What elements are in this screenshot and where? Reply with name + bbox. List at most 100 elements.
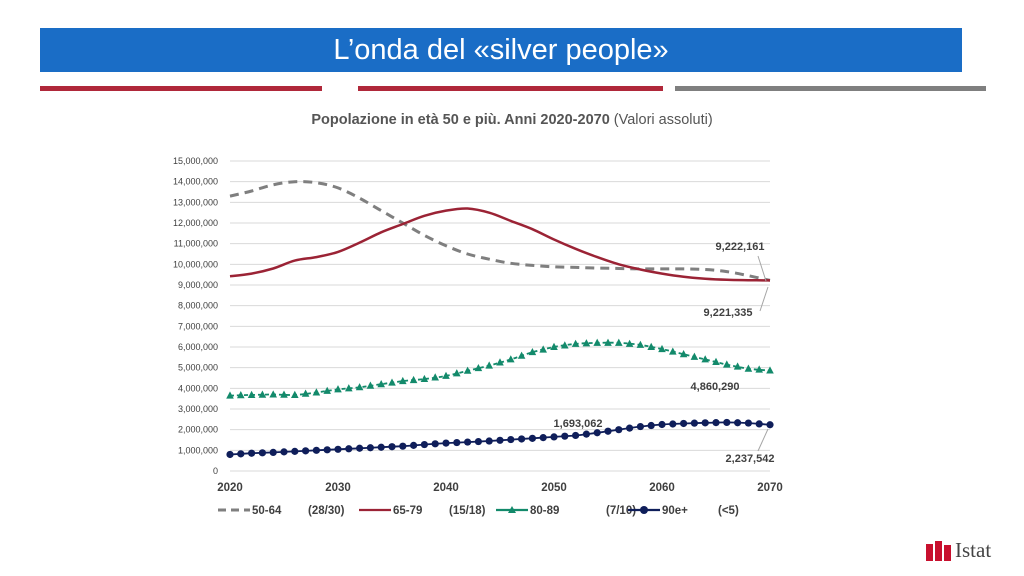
y-tick-label: 9,000,000 — [178, 280, 218, 290]
data-point-circle — [604, 427, 612, 435]
chart-title: Popolazione in età 50 e più. Anni 2020-2… — [0, 112, 1024, 128]
data-point-circle — [766, 421, 774, 429]
legend-note: (7/10) — [606, 505, 636, 517]
data-point-circle — [550, 433, 558, 441]
data-point-triangle — [388, 378, 396, 386]
annotation-label: 2,237,542 — [726, 453, 775, 465]
data-point-circle — [312, 446, 320, 454]
data-point-circle — [723, 418, 731, 427]
data-point-triangle — [377, 380, 385, 388]
data-point-triangle — [561, 341, 569, 349]
data-point-circle — [701, 419, 709, 427]
data-point-triangle — [312, 388, 321, 396]
chart-title-note: (Valori assoluti) — [613, 112, 713, 128]
divider-grey — [675, 86, 986, 91]
data-point-triangle — [323, 386, 331, 394]
data-point-triangle — [528, 347, 537, 356]
y-tick-label: 0 — [213, 466, 218, 476]
data-point-triangle — [269, 390, 277, 398]
series-line-2 — [229, 207, 771, 282]
data-point-triangle — [744, 364, 753, 372]
data-point-circle — [431, 440, 439, 448]
data-point-triangle — [258, 390, 267, 398]
data-point-triangle — [647, 342, 655, 350]
data-point-triangle — [550, 342, 558, 350]
y-tick-label: 2,000,000 — [178, 425, 218, 435]
y-tick-label: 10,000,000 — [173, 259, 218, 269]
data-point-circle — [528, 434, 537, 442]
istat-logo-text: Istat — [955, 538, 992, 562]
data-point-triangle — [712, 357, 720, 365]
data-point-triangle — [409, 375, 418, 384]
data-point-circle — [366, 444, 374, 452]
data-point-triangle — [247, 390, 256, 398]
data-point-circle — [280, 448, 288, 456]
data-point-circle — [377, 443, 385, 451]
data-point-circle — [690, 419, 699, 427]
data-point-circle — [226, 450, 234, 459]
x-tick-label: 2030 — [325, 482, 351, 494]
istat-logo-icon — [926, 540, 951, 561]
data-point-circle — [636, 422, 645, 431]
y-tick-label: 1,000,000 — [178, 445, 218, 455]
legend-marker — [508, 506, 516, 513]
divider-red — [40, 86, 322, 91]
data-point-circle — [345, 445, 353, 453]
data-point-triangle — [679, 350, 688, 358]
data-point-triangle — [690, 352, 699, 360]
legend-marker — [640, 506, 648, 514]
x-tick-label: 2050 — [541, 482, 567, 494]
data-point-triangle — [625, 339, 634, 347]
data-point-circle — [237, 450, 245, 458]
data-point-triangle — [334, 385, 342, 393]
data-point-circle — [755, 420, 763, 428]
data-point-triangle — [280, 390, 288, 398]
annotation-label: 1,693,062 — [554, 418, 603, 430]
data-point-circle — [572, 431, 580, 440]
data-point-triangle — [604, 338, 612, 346]
data-point-circle — [464, 438, 472, 446]
y-tick-label: 8,000,000 — [178, 301, 218, 311]
data-point-triangle — [453, 369, 461, 377]
data-point-triangle — [701, 355, 709, 363]
data-point-circle — [680, 419, 688, 428]
legend-note: (28/30) — [308, 505, 345, 517]
data-point-triangle — [755, 365, 763, 373]
data-point-triangle — [571, 339, 580, 347]
x-tick-label: 2020 — [217, 482, 243, 494]
data-point-circle — [269, 448, 277, 456]
data-point-triangle — [539, 345, 547, 353]
data-point-triangle — [442, 371, 450, 379]
data-point-circle — [485, 437, 493, 445]
legend-note: (<5) — [718, 505, 739, 517]
data-point-circle — [507, 435, 515, 444]
annotation-label: 9,222,161 — [716, 241, 765, 253]
data-point-triangle — [226, 391, 234, 399]
data-point-circle — [734, 419, 742, 427]
data-point-triangle — [582, 339, 591, 347]
series-line-1 — [229, 180, 771, 282]
data-point-triangle — [355, 383, 364, 391]
data-point-circle — [647, 421, 655, 430]
data-point-triangle — [733, 362, 742, 370]
annotation-leader — [759, 286, 769, 312]
data-point-triangle — [345, 384, 353, 392]
data-point-circle — [248, 449, 256, 457]
data-point-circle — [323, 446, 331, 454]
data-point-circle — [356, 444, 364, 452]
legend-label: 65-79 — [393, 505, 422, 517]
legend-note: (15/18) — [449, 505, 486, 517]
series-line-3 — [229, 341, 771, 397]
data-point-triangle — [291, 390, 299, 398]
page-title: L’onda del «silver people» — [333, 33, 669, 66]
istat-logo: Istat — [926, 538, 991, 563]
data-point-triangle — [636, 340, 645, 348]
data-point-circle — [658, 420, 666, 429]
annotation-leader — [757, 255, 767, 282]
data-point-triangle — [723, 360, 731, 368]
x-tick-label: 2070 — [757, 482, 783, 494]
data-point-triangle — [301, 389, 310, 397]
data-point-triangle — [463, 366, 472, 374]
data-point-circle — [258, 449, 266, 457]
